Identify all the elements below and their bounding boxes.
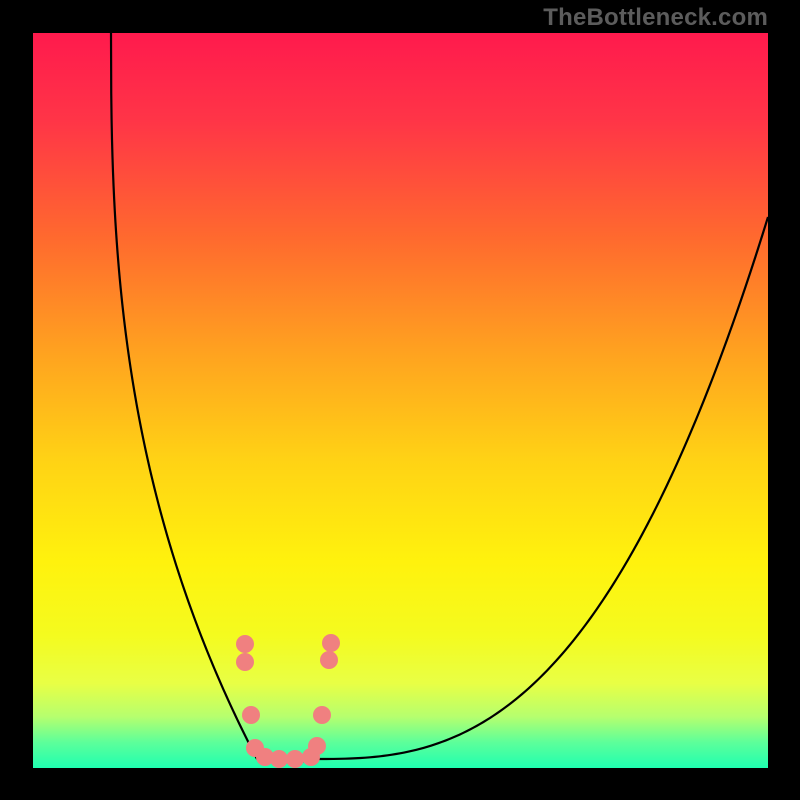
data-markers-group [236,634,340,768]
data-marker [313,706,331,724]
data-marker [270,750,288,768]
data-marker [242,706,260,724]
data-marker [286,750,304,768]
data-marker [236,635,254,653]
v-curve-left-branch [111,33,257,759]
data-marker [322,634,340,652]
data-marker [308,737,326,755]
watermark-text: TheBottleneck.com [543,4,768,32]
chart-overlay [33,33,768,768]
canvas-root: TheBottleneck.com [0,0,800,800]
data-marker [236,653,254,671]
data-marker [320,651,338,669]
v-curve-right-branch [317,217,768,759]
plot-area [33,33,768,768]
